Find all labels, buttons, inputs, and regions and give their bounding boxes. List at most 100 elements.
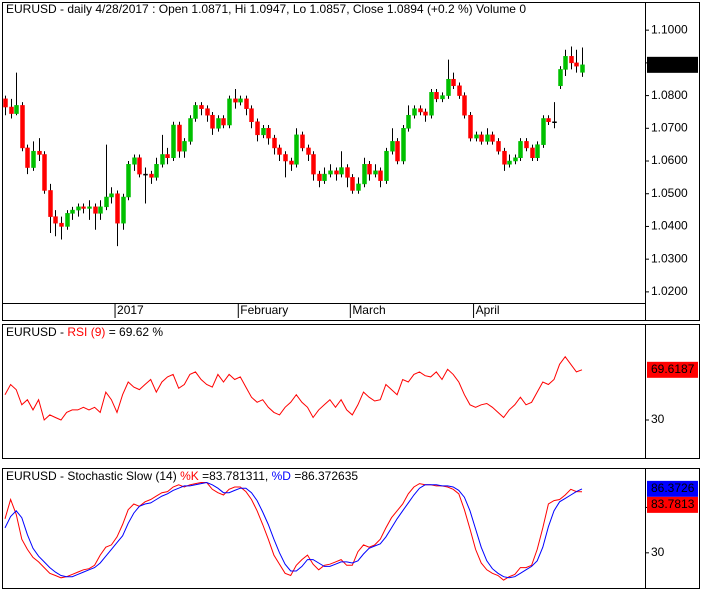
y-tick-label: 30 <box>651 412 665 426</box>
candle-body <box>412 108 417 116</box>
candle-body <box>132 157 137 165</box>
candle-body <box>418 108 423 113</box>
stoch-panel-frame <box>2 468 700 589</box>
candle-body <box>378 170 383 181</box>
candle-body <box>277 147 282 155</box>
candle-body <box>451 78 456 87</box>
candle-body <box>14 105 19 114</box>
y-tick-label: 1.0500 <box>651 186 688 200</box>
candle-body <box>149 173 154 178</box>
candle-body <box>177 124 182 152</box>
candle-body <box>384 150 389 181</box>
candle-body <box>350 177 355 191</box>
x-tick-label: April <box>476 303 500 317</box>
candle-body <box>137 157 142 175</box>
price-title: EURUSD - daily 4/28/2017 : Open 1.0871, … <box>6 2 526 16</box>
candle-body <box>362 164 367 185</box>
candle-body <box>462 95 467 116</box>
candle-body <box>20 105 25 149</box>
candle-body <box>334 170 339 175</box>
candle-body <box>261 128 266 136</box>
candle-body <box>406 114 411 129</box>
series-line <box>4 481 583 579</box>
y-tick-label: 1.0600 <box>651 153 688 167</box>
candle-body <box>434 92 439 100</box>
candle-body <box>507 160 512 165</box>
candle-body <box>93 206 98 214</box>
last-price-label: 1.0894 <box>651 57 688 71</box>
last-value-label: 69.6187 <box>651 362 695 376</box>
k-value-text: =83.781311, <box>202 469 268 483</box>
candle-body <box>563 56 568 70</box>
candle-body <box>395 141 400 162</box>
candle-body <box>423 111 428 116</box>
candle-body <box>390 141 395 152</box>
candle-body <box>541 118 546 145</box>
candle-body <box>513 157 518 162</box>
candle-body <box>48 190 53 217</box>
candle-body <box>70 209 75 214</box>
candle-body <box>216 118 221 129</box>
candle-body <box>502 150 507 165</box>
candle-body <box>322 173 327 181</box>
candle-body <box>199 105 204 109</box>
candle-body <box>490 134 495 142</box>
candle-body <box>126 164 131 198</box>
candle-body <box>65 213 70 227</box>
candle-body <box>300 134 305 149</box>
candle-body <box>255 121 260 136</box>
candle-body <box>496 141 501 152</box>
candle-body <box>143 173 148 176</box>
candle-body <box>457 85 462 96</box>
candle-body <box>530 147 535 158</box>
series-line <box>4 482 583 581</box>
candle-body <box>160 154 165 165</box>
candle-body <box>272 137 277 149</box>
candle-body <box>76 206 81 211</box>
candle-body <box>401 128 406 162</box>
y-tick-label: 1.0800 <box>651 88 688 102</box>
candle-body <box>193 105 198 119</box>
candle-body <box>552 121 557 124</box>
candle-body <box>165 154 170 158</box>
candle-body <box>171 124 176 158</box>
candle-body <box>356 183 361 191</box>
candle-body <box>249 108 254 123</box>
candle-body <box>227 98 232 126</box>
candle-body <box>345 167 350 178</box>
candle-body <box>221 118 226 126</box>
candle-body <box>569 56 574 64</box>
candle-body <box>9 106 14 114</box>
rsi-legend: RSI (9) <box>67 325 105 339</box>
y-tick-label: 1.0400 <box>651 219 688 233</box>
candle-body <box>182 141 187 152</box>
candle-body <box>42 154 47 191</box>
candle-body <box>306 147 311 155</box>
y-tick-label: 1.0700 <box>651 120 688 134</box>
y-tick-label: 1.0300 <box>651 251 688 265</box>
candle-body <box>479 134 484 142</box>
candle-body <box>115 193 120 224</box>
candle-body <box>188 118 193 142</box>
candle-body <box>87 206 92 209</box>
last-value-box <box>647 496 698 513</box>
candle-body <box>339 167 344 175</box>
x-tick-label: March <box>352 303 385 317</box>
candle-body <box>205 108 210 116</box>
candle-body <box>210 114 215 129</box>
candle-body <box>373 170 378 175</box>
candle-body <box>233 98 238 103</box>
k-legend: %K <box>180 469 199 483</box>
candle-body <box>289 160 294 165</box>
candle-body <box>121 196 126 224</box>
candle-body <box>31 150 36 168</box>
candle-body <box>574 62 579 67</box>
candle-body <box>81 206 86 209</box>
candle-body <box>474 134 479 139</box>
candle-body <box>98 206 103 214</box>
candle-body <box>59 222 64 227</box>
x-tick-label: February <box>240 303 288 317</box>
